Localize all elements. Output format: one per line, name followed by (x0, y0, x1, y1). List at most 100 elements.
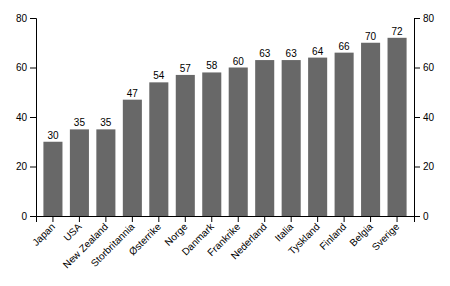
y-axis-tick-label: 0 (21, 211, 27, 222)
bar (308, 58, 327, 216)
data-label: 35 (74, 117, 86, 128)
bar (388, 38, 407, 216)
y-axis-line (30, 19, 37, 217)
y2-axis-tick-mark (414, 216, 420, 217)
data-label: 63 (286, 48, 298, 59)
data-label: 63 (259, 48, 271, 59)
x-tick: Østerrike (127, 216, 164, 257)
data-label: 66 (339, 41, 351, 52)
y-axis-tick: 60 (16, 62, 36, 73)
x-tick-label: Sverige (370, 221, 402, 253)
x-tick: Nederland (229, 216, 269, 261)
data-label: 72 (391, 26, 403, 37)
x-tick-label: Japan (30, 221, 57, 248)
x-axis-line (37, 217, 415, 223)
bar (176, 75, 195, 216)
y2-axis-tick-mark (414, 117, 420, 118)
bar (282, 60, 301, 216)
y-axis-tick-mark (30, 167, 36, 168)
y2-axis-tick-label: 60 (423, 62, 435, 73)
x-tick-mark (317, 216, 318, 222)
x-tick-label: Storbritannia (89, 221, 137, 269)
x-tick: Sverige (370, 216, 402, 253)
y-axis-tick: 20 (16, 161, 36, 172)
y2-axis-tick: 80 (414, 13, 435, 24)
x-tick-mark (132, 216, 133, 222)
y2-axis-tick: 60 (414, 62, 435, 73)
x-tick-mark (264, 216, 265, 222)
x-tick-label: USA (61, 221, 84, 244)
x-tick: Japan (30, 216, 57, 248)
y-axis-tick-mark (30, 18, 36, 19)
y-axis-tick-label: 80 (16, 13, 28, 24)
y-axis-tick: 0 (21, 211, 36, 222)
data-label: 60 (233, 56, 245, 67)
y-axis-tick: 80 (16, 13, 36, 24)
x-axis: JapanUSANew ZealandStorbritanniaØsterrik… (30, 216, 414, 270)
y-axis-tick: 40 (16, 112, 36, 123)
x-tick-mark (238, 216, 239, 222)
x-tick-mark (52, 216, 53, 222)
y2-axis-line (415, 19, 421, 217)
bar (361, 43, 380, 216)
data-label: 30 (47, 130, 59, 141)
x-tick-label: Finland (317, 221, 348, 252)
x-tick: Tyskland (286, 216, 322, 257)
data-labels: 30 35 35 47 54 57 58 60 63 63 64 66 70 72 (47, 26, 403, 141)
plot: 30 35 35 47 54 57 58 60 63 63 64 66 70 72 JapanUSANew … (16, 13, 435, 271)
bar (202, 72, 221, 216)
y2-axis-tick-label: 0 (423, 211, 429, 222)
x-tick: Italia (273, 216, 296, 244)
x-tick-label: Østerrike (127, 221, 164, 258)
x-tick: Finland (317, 216, 348, 252)
x-tick: Storbritannia (89, 216, 137, 269)
chart: 30 35 35 47 54 57 58 60 63 63 64 66 70 72 JapanUSANew … (0, 0, 450, 286)
bar (43, 142, 62, 216)
y2-axis-tick-label: 20 (423, 161, 435, 172)
data-label: 47 (127, 88, 139, 99)
y2-axis-tick-mark (414, 68, 420, 69)
y2-axis: 0 20 40 60 80 (414, 13, 435, 222)
y-axis-tick-mark (30, 117, 36, 118)
x-tick-mark (397, 216, 398, 222)
bar (70, 129, 89, 216)
bar (229, 68, 248, 217)
data-label: 57 (180, 63, 192, 74)
x-tick: USA (61, 216, 84, 243)
x-tick-label: Nederland (229, 221, 269, 261)
data-label: 70 (365, 31, 377, 42)
x-tick-mark (158, 216, 159, 222)
y2-axis-tick: 40 (414, 112, 435, 123)
y2-axis-tick-label: 40 (423, 112, 435, 123)
x-tick-mark (185, 216, 186, 222)
y-axis-tick-mark (30, 68, 36, 69)
y-axis: 0 20 40 60 80 (16, 13, 37, 222)
y2-axis-tick-mark (414, 18, 420, 19)
data-label: 58 (206, 60, 218, 71)
bar (123, 100, 142, 216)
data-label: 35 (100, 117, 112, 128)
y-axis-tick-label: 20 (16, 161, 28, 172)
y2-axis-tick-label: 80 (423, 13, 435, 24)
y-axis-tick-mark (30, 216, 36, 217)
x-tick-mark (79, 216, 80, 222)
y2-axis-tick: 0 (414, 211, 429, 222)
x-tick-mark (211, 216, 212, 222)
bar (149, 82, 168, 216)
x-tick-label: Tyskland (286, 221, 322, 257)
y-axis-tick-label: 60 (16, 62, 28, 73)
x-tick-mark (291, 216, 292, 222)
x-tick-mark (370, 216, 371, 222)
y2-axis-tick-mark (414, 167, 420, 168)
data-label: 64 (312, 46, 324, 57)
x-tick-mark (105, 216, 106, 222)
bar (255, 60, 274, 216)
x-tick-label: Italia (273, 221, 296, 244)
bar (335, 53, 354, 216)
bar (96, 129, 115, 216)
x-tick-mark (344, 216, 345, 222)
y2-axis-tick: 20 (414, 161, 435, 172)
y-axis-tick-label: 40 (16, 112, 28, 123)
bars (43, 38, 406, 216)
data-label: 54 (153, 70, 165, 81)
